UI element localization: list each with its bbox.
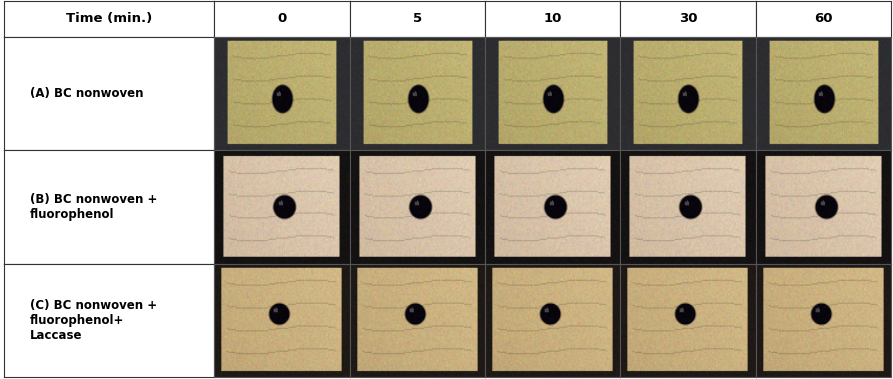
Text: 60: 60 — [814, 13, 833, 25]
Text: (A) BC nonwoven: (A) BC nonwoven — [29, 87, 143, 100]
Text: 5: 5 — [413, 13, 421, 25]
Text: (C) BC nonwoven +
fluorophenol+
Laccase: (C) BC nonwoven + fluorophenol+ Laccase — [29, 299, 157, 342]
Text: 10: 10 — [544, 13, 562, 25]
Text: 0: 0 — [278, 13, 287, 25]
Text: Time (min.): Time (min.) — [66, 13, 153, 25]
Text: 30: 30 — [679, 13, 697, 25]
Text: (B) BC nonwoven +
fluorophenol: (B) BC nonwoven + fluorophenol — [29, 193, 157, 221]
